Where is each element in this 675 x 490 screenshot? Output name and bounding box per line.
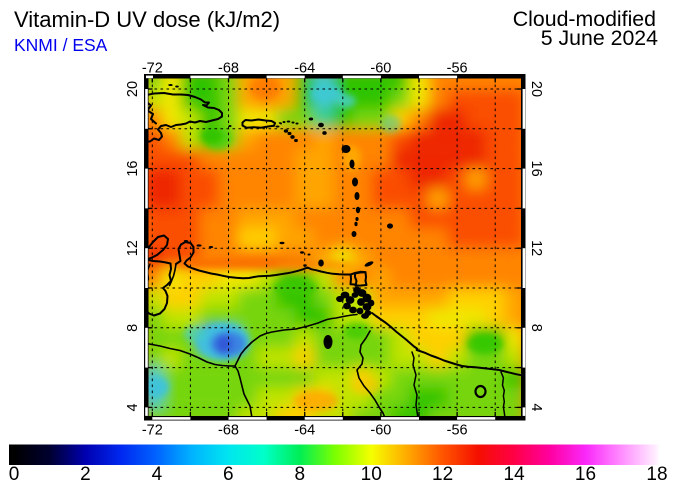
svg-text:-56: -56 [447,61,468,77]
svg-text:20: 20 [528,81,544,97]
svg-text:-64: -64 [294,61,315,77]
svg-text:18: 18 [646,464,667,485]
svg-text:2: 2 [80,464,91,485]
svg-text:16: 16 [528,161,544,177]
svg-text:-60: -60 [370,423,391,439]
svg-text:4: 4 [528,403,544,411]
svg-text:4: 4 [125,403,141,411]
svg-text:20: 20 [125,81,141,97]
svg-text:-72: -72 [142,61,163,77]
svg-text:8: 8 [125,324,141,332]
svg-text:14: 14 [504,464,526,485]
svg-text:12: 12 [528,240,544,256]
svg-text:6: 6 [223,464,234,485]
svg-text:8: 8 [295,464,306,485]
svg-text:-72: -72 [142,423,163,439]
svg-text:16: 16 [575,464,596,485]
svg-text:-64: -64 [294,423,315,439]
svg-text:12: 12 [432,464,453,485]
svg-text:4: 4 [152,464,163,485]
svg-text:-60: -60 [370,61,391,77]
svg-text:0: 0 [9,464,20,485]
svg-text:8: 8 [528,324,544,332]
svg-text:16: 16 [125,161,141,177]
svg-text:-68: -68 [218,61,239,77]
svg-text:-56: -56 [447,423,468,439]
svg-text:12: 12 [125,240,141,256]
svg-text:-68: -68 [218,423,239,439]
svg-text:10: 10 [361,464,382,485]
